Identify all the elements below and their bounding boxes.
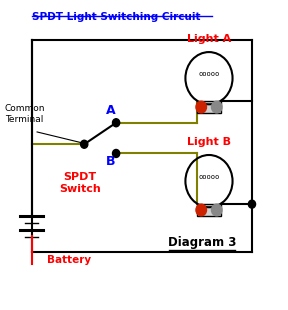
Text: Diagram 3: Diagram 3 [168,236,236,249]
Circle shape [211,101,222,113]
Text: Battery: Battery [47,255,91,265]
FancyBboxPatch shape [196,101,221,113]
Text: ooooo: ooooo [198,71,220,77]
Text: B: B [106,155,115,168]
Circle shape [113,149,120,157]
Circle shape [81,140,88,148]
Text: Light B: Light B [187,137,231,147]
Circle shape [196,101,206,113]
Text: SPDT Light Switching Circuit: SPDT Light Switching Circuit [32,12,200,22]
Text: ooooo: ooooo [198,174,220,179]
Circle shape [196,204,206,216]
FancyBboxPatch shape [196,204,221,216]
Text: Light A: Light A [187,34,231,44]
Text: SPDT
Switch: SPDT Switch [59,172,101,194]
Circle shape [248,200,255,208]
Text: A: A [106,104,115,117]
Text: Common
Terminal: Common Terminal [4,104,45,124]
Circle shape [211,204,222,216]
Circle shape [113,119,120,127]
